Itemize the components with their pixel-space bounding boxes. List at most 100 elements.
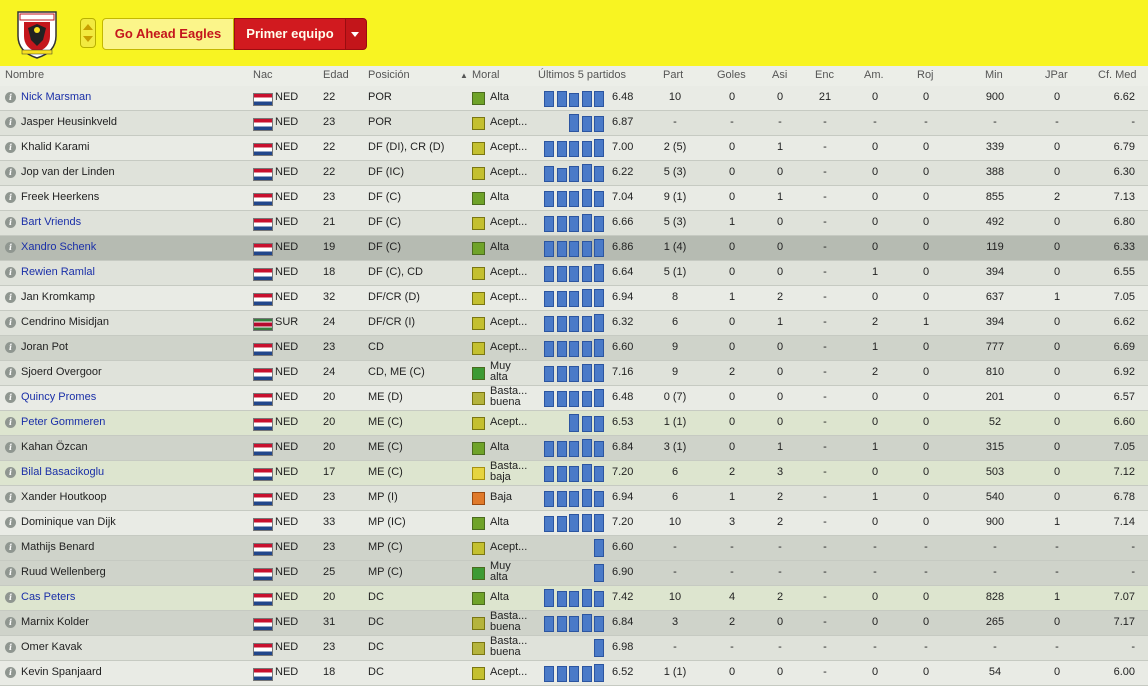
player-name[interactable]: Rewien Ramlal	[21, 266, 95, 278]
col-am[interactable]: Am.	[864, 69, 884, 81]
player-name[interactable]: Bart Vriends	[21, 216, 82, 228]
col-enc[interactable]: Enc	[815, 69, 834, 81]
info-icon[interactable]: i	[5, 542, 16, 553]
table-row[interactable]: i Kevin Spanjaard NED 18 DC Acept... 6.52 1 (1)…	[0, 661, 1148, 686]
form-bar	[569, 466, 579, 482]
table-row[interactable]: i Jop van der Linden NED 22 DF (IC) Acept... 6…	[0, 161, 1148, 186]
col-jpar[interactable]: JPar	[1045, 69, 1068, 81]
player-name[interactable]: Mathijs Benard	[21, 541, 95, 553]
table-row[interactable]: i Omer Kavak NED 23 DC Basta... buena 6.98 - - - - -…	[0, 636, 1148, 661]
table-row[interactable]: i Khalid Karami NED 22 DF (DI), CR (D) Acept.…	[0, 136, 1148, 161]
info-icon[interactable]: i	[5, 217, 16, 228]
player-name[interactable]: Kevin Spanjaard	[21, 666, 102, 678]
col-min[interactable]: Min	[985, 69, 1003, 81]
player-name[interactable]: Marnix Kolder	[21, 616, 89, 628]
player-name[interactable]: Peter Gommeren	[21, 416, 106, 428]
player-name[interactable]: Bilal Basacikoglu	[21, 466, 105, 478]
info-icon[interactable]: i	[5, 417, 16, 428]
player-name[interactable]: Jop van der Linden	[21, 166, 115, 178]
player-name[interactable]: Cas Peters	[21, 591, 76, 603]
player-name[interactable]: Sjoerd Overgoor	[21, 366, 102, 378]
col-nac[interactable]: Nac	[253, 69, 273, 81]
col-moral[interactable]: Moral	[472, 69, 500, 81]
player-name[interactable]: Ruud Wellenberg	[21, 566, 106, 578]
info-icon[interactable]: i	[5, 242, 16, 253]
goals: 0	[728, 341, 736, 353]
table-row[interactable]: i Mathijs Benard NED 23 MP (C) Acept... 6.60 - -…	[0, 536, 1148, 561]
table-row[interactable]: i Dominique van Dijk NED 33 MP (IC) Alta 7.20 1…	[0, 511, 1148, 536]
arrow-up-icon[interactable]	[83, 24, 93, 30]
info-icon[interactable]: i	[5, 667, 16, 678]
player-name[interactable]: Dominique van Dijk	[21, 516, 116, 528]
info-icon[interactable]: i	[5, 367, 16, 378]
table-row[interactable]: i Rewien Ramlal NED 18 DF (C), CD Acept... 6.6…	[0, 261, 1148, 286]
table-row[interactable]: i Jan Kromkamp NED 32 DF/CR (D) Acept... 6.94 8…	[0, 286, 1148, 311]
table-row[interactable]: i Sjoerd Overgoor NED 24 CD, ME (C) Muy alta 7.…	[0, 361, 1148, 386]
player-name[interactable]: Jan Kromkamp	[21, 291, 95, 303]
table-row[interactable]: i Xander Houtkoop NED 23 MP (I) Baja 6.94 6 1 2 - 1…	[0, 486, 1148, 511]
info-icon[interactable]: i	[5, 117, 16, 128]
col-edad[interactable]: Edad	[323, 69, 349, 81]
player-name[interactable]: Omer Kavak	[21, 641, 83, 653]
info-icon[interactable]: i	[5, 517, 16, 528]
player-name[interactable]: Kahan Özcan	[21, 441, 88, 453]
club-switch-arrows[interactable]	[80, 18, 96, 48]
info-icon[interactable]: i	[5, 442, 16, 453]
appearances: 5 (3)	[663, 216, 687, 228]
info-icon[interactable]: i	[5, 392, 16, 403]
info-icon[interactable]: i	[5, 567, 16, 578]
info-icon[interactable]: i	[5, 92, 16, 103]
info-icon[interactable]: i	[5, 192, 16, 203]
table-row[interactable]: i Cas Peters NED 20 DC Alta 7.42 10 4 2 - 0 0 828 1 7.0…	[0, 586, 1148, 611]
table-row[interactable]: i Peter Gommeren NED 20 ME (C) Acept... 6.53 1 …	[0, 411, 1148, 436]
info-icon[interactable]: i	[5, 467, 16, 478]
table-row[interactable]: i Freek Heerkens NED 23 DF (C) Alta 7.04 9 (1) 0…	[0, 186, 1148, 211]
info-icon[interactable]: i	[5, 317, 16, 328]
info-icon[interactable]: i	[5, 342, 16, 353]
form-bar	[594, 314, 604, 332]
col-ultimos[interactable]: Últimos 5 partidos	[538, 69, 627, 81]
info-icon[interactable]: i	[5, 292, 16, 303]
col-cf-med[interactable]: Cf. Med	[1098, 69, 1137, 81]
info-icon[interactable]: i	[5, 642, 16, 653]
table-row[interactable]: i Cendrino Misidjan SUR 24 DF/CR (I) Acept...…	[0, 311, 1148, 336]
col-posicion[interactable]: Posición	[368, 69, 410, 81]
col-goles[interactable]: Goles	[717, 69, 746, 81]
nationality: NED	[275, 191, 299, 203]
table-row[interactable]: i Quincy Promes NED 20 ME (D) Basta... buena 6.…	[0, 386, 1148, 411]
info-icon[interactable]: i	[5, 617, 16, 628]
table-row[interactable]: i Kahan Özcan NED 20 ME (C) Alta 6.84 3 (1) 0 1 - 1…	[0, 436, 1148, 461]
info-icon[interactable]: i	[5, 492, 16, 503]
position: MP (IC)	[368, 516, 406, 528]
info-icon[interactable]: i	[5, 267, 16, 278]
info-icon[interactable]: i	[5, 592, 16, 603]
player-name[interactable]: Joran Pot	[21, 341, 69, 353]
form-bar	[544, 441, 554, 457]
player-name[interactable]: Khalid Karami	[21, 141, 90, 153]
player-name[interactable]: Quincy Promes	[21, 391, 97, 403]
table-row[interactable]: i Ruud Wellenberg NED 25 MP (C) Muy alta 6.90 - -…	[0, 561, 1148, 586]
col-nombre[interactable]: Nombre	[5, 69, 45, 81]
col-asi[interactable]: Asi	[772, 69, 788, 81]
info-icon[interactable]: i	[5, 167, 16, 178]
player-name[interactable]: Jasper Heusinkveld	[21, 116, 117, 128]
info-icon[interactable]: i	[5, 142, 16, 153]
team-selector-button[interactable]: Primer equipo	[234, 18, 346, 50]
team-dropdown-chevron-icon[interactable]	[345, 18, 367, 50]
player-name[interactable]: Xandro Schenk	[21, 241, 97, 253]
table-row[interactable]: i Nick Marsman NED 22 POR Alta 6.48 10 0 0 21 0 0 900…	[0, 86, 1148, 111]
table-row[interactable]: i Joran Pot NED 23 CD Acept... 6.60 9 0 0 - 1 0 777 0 6…	[0, 336, 1148, 361]
table-row[interactable]: i Marnix Kolder NED 31 DC Basta... buena 6.84 3 2…	[0, 611, 1148, 636]
player-name[interactable]: Nick Marsman	[21, 91, 92, 103]
club-name-button[interactable]: Go Ahead Eagles	[102, 18, 234, 50]
arrow-down-icon[interactable]	[83, 36, 93, 42]
table-row[interactable]: i Jasper Heusinkveld NED 23 POR Acept... 6.87 -…	[0, 111, 1148, 136]
col-roj[interactable]: Roj	[917, 69, 934, 81]
table-row[interactable]: i Xandro Schenk NED 19 DF (C) Alta 6.86 1 (4) 0 0…	[0, 236, 1148, 261]
player-name[interactable]: Freek Heerkens	[21, 191, 100, 203]
table-row[interactable]: i Bart Vriends NED 21 DF (C) Acept... 6.66 5 (3…	[0, 211, 1148, 236]
player-name[interactable]: Cendrino Misidjan	[21, 316, 110, 328]
player-name[interactable]: Xander Houtkoop	[21, 491, 107, 503]
col-part[interactable]: Part	[663, 69, 684, 81]
table-row[interactable]: i Bilal Basacikoglu NED 17 ME (C) Basta... baj…	[0, 461, 1148, 486]
